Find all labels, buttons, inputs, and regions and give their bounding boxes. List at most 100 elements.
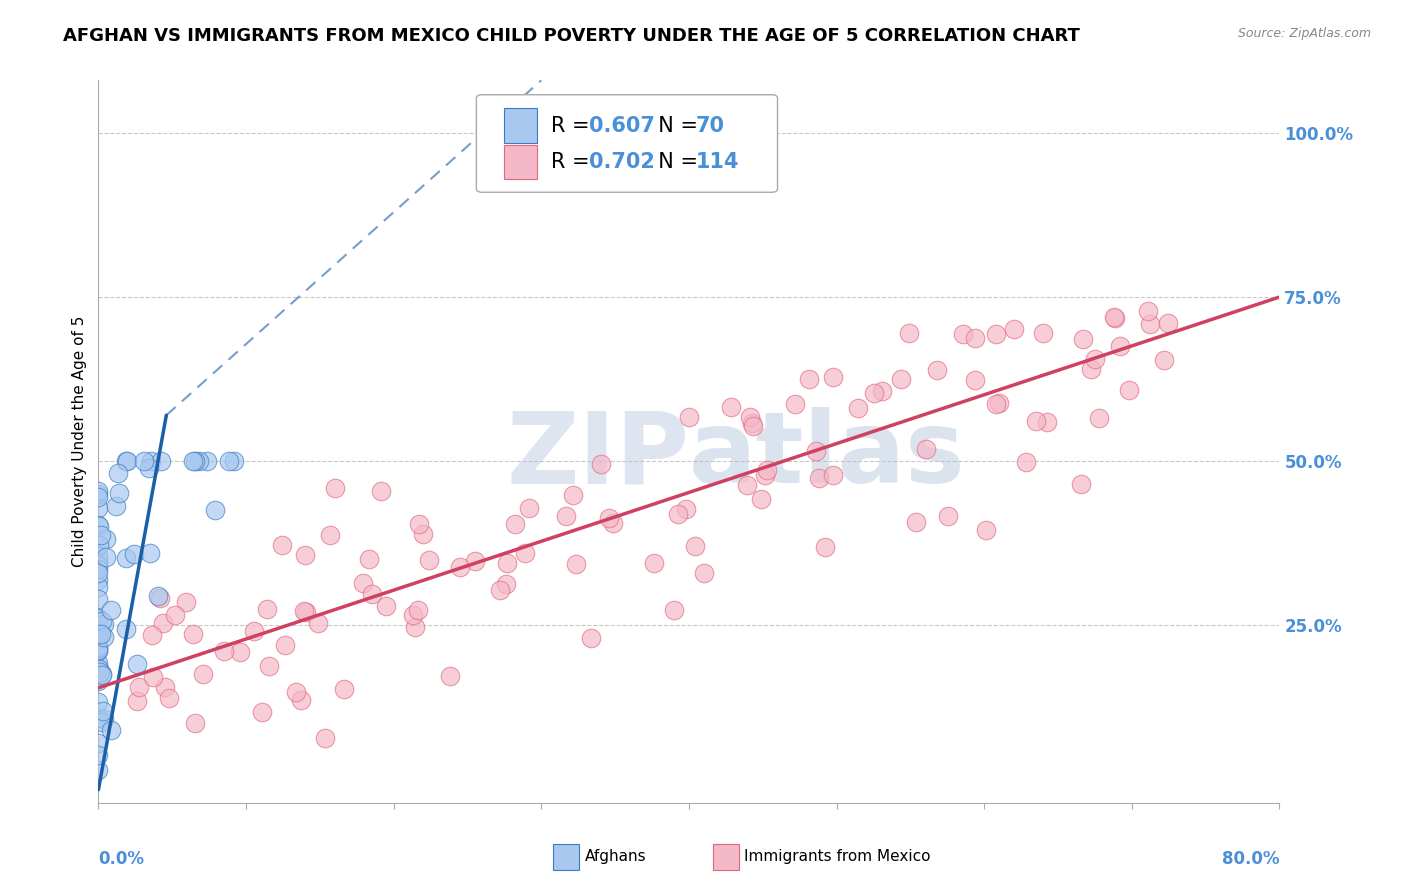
Point — [401, 607, 423, 622]
Point — [125, 694, 148, 708]
Point — [115, 550, 138, 565]
Point — [87, 580, 110, 594]
Point — [204, 502, 226, 516]
Point — [257, 659, 280, 673]
Point — [87, 591, 110, 606]
Point — [243, 624, 266, 638]
Point — [1025, 414, 1047, 428]
Point — [323, 481, 346, 495]
Text: 0.702: 0.702 — [589, 152, 654, 172]
Point — [87, 656, 110, 670]
Point — [100, 723, 122, 738]
Point — [115, 454, 138, 468]
Point — [90, 528, 112, 542]
Point — [256, 602, 278, 616]
Point — [925, 363, 948, 377]
Point — [1084, 352, 1107, 367]
Point — [404, 620, 426, 634]
Point — [754, 468, 776, 483]
Point — [821, 467, 844, 482]
Point — [218, 454, 240, 468]
Point — [87, 562, 110, 576]
Point — [87, 711, 110, 725]
Point — [184, 454, 207, 468]
Text: R =: R = — [551, 152, 596, 172]
Point — [96, 550, 118, 565]
Point — [149, 591, 172, 606]
Point — [183, 716, 205, 731]
Point — [598, 510, 620, 524]
Point — [229, 645, 252, 659]
Point — [375, 599, 398, 613]
Point — [139, 454, 162, 468]
Point — [905, 515, 928, 529]
Point — [720, 400, 742, 414]
Point — [662, 602, 685, 616]
Point — [294, 549, 316, 563]
Point — [104, 500, 127, 514]
Point — [1108, 339, 1130, 353]
Y-axis label: Child Poverty Under the Age of 5: Child Poverty Under the Age of 5 — [72, 316, 87, 567]
Point — [513, 546, 536, 560]
Point — [675, 501, 697, 516]
Point — [740, 409, 762, 424]
Point — [87, 549, 110, 563]
Point — [87, 566, 110, 580]
Point — [333, 682, 356, 697]
Point — [314, 731, 336, 746]
Point — [153, 680, 176, 694]
Point — [307, 615, 329, 630]
Point — [370, 484, 392, 499]
Point — [90, 627, 112, 641]
Point — [602, 516, 624, 530]
Point — [115, 622, 138, 636]
Point — [412, 526, 434, 541]
Point — [122, 547, 145, 561]
Point — [406, 603, 429, 617]
Point — [87, 558, 110, 572]
Point — [741, 417, 763, 431]
Point — [142, 670, 165, 684]
Point — [914, 442, 936, 456]
Point — [821, 370, 844, 384]
Point — [181, 627, 204, 641]
Point — [93, 704, 115, 718]
Point — [897, 326, 920, 341]
Point — [1153, 353, 1175, 368]
Point — [1139, 317, 1161, 331]
Point — [87, 612, 110, 626]
Point — [134, 454, 156, 468]
Point — [87, 538, 110, 552]
Point — [294, 606, 316, 620]
Point — [319, 528, 342, 542]
Point — [91, 614, 114, 628]
Point — [1157, 316, 1180, 330]
Point — [735, 478, 758, 492]
Point — [87, 736, 110, 750]
Point — [91, 668, 114, 682]
Point — [1071, 332, 1094, 346]
Point — [87, 643, 110, 657]
Point — [87, 640, 110, 654]
Point — [87, 573, 110, 587]
Point — [292, 604, 315, 618]
Point — [986, 326, 1008, 341]
Point — [666, 507, 689, 521]
Point — [108, 485, 131, 500]
Point — [128, 681, 150, 695]
Point — [564, 557, 586, 571]
Point — [87, 611, 110, 625]
Point — [936, 509, 959, 524]
Point — [87, 695, 110, 709]
FancyBboxPatch shape — [503, 109, 537, 143]
Point — [94, 533, 117, 547]
Point — [163, 607, 186, 622]
Point — [870, 384, 893, 398]
Point — [222, 454, 245, 468]
Point — [359, 551, 381, 566]
Point — [87, 630, 110, 644]
Point — [408, 517, 430, 532]
Text: N =: N = — [645, 152, 704, 172]
Text: Afghans: Afghans — [585, 849, 647, 864]
FancyBboxPatch shape — [553, 845, 579, 870]
